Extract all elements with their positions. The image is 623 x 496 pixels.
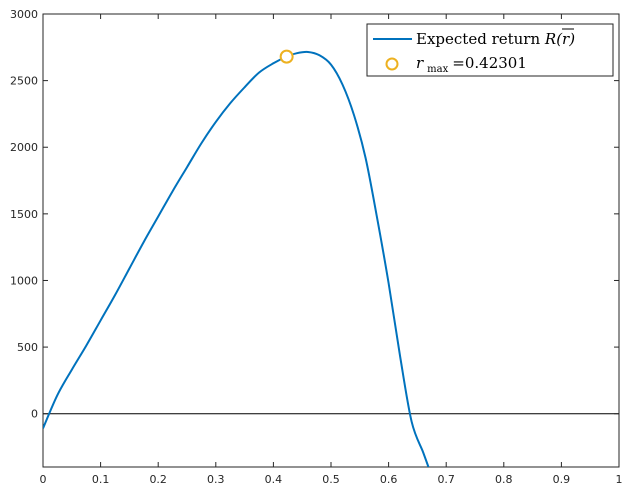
y-tick-label: 500 [17,341,38,354]
legend-entry-rmax-subscript: max [427,64,448,75]
y-tick-label: 0 [31,408,38,421]
legend: Expected return R(r) r max =0.42301 [366,23,614,77]
legend-entry-expected-return-prefix: Expected return [416,30,545,48]
x-tick-label: 0.4 [265,473,283,486]
x-tick-label: 0.2 [149,473,167,486]
y-tick-label: 1000 [10,274,38,287]
legend-entry-expected-return-math: R(r) [544,30,575,48]
x-tick-label: 1 [616,473,623,486]
rmax-marker-point [279,49,294,64]
x-tick-label: 0.7 [437,473,455,486]
x-tick-label: 0.9 [553,473,571,486]
x-tick-label: 0.5 [322,473,340,486]
legend-entry-rmax: r max =0.42301 [416,54,527,76]
y-tick-label: 2500 [10,75,38,88]
x-tick-label: 0.1 [92,473,110,486]
x-tick-label: 0.8 [495,473,513,486]
legend-entry-expected-return: Expected return R(r) [416,30,575,48]
x-tick-label: 0.3 [207,473,225,486]
legend-entry-rmax-value: =0.42301 [452,54,527,72]
y-tick-label: 3000 [10,8,38,21]
legend-entry-rmax-base: r [416,54,424,72]
legend-marker-swatch [385,57,399,71]
y-tick-label: 2000 [10,141,38,154]
x-tick-label: 0 [40,473,47,486]
y-tick-label: 1500 [10,208,38,221]
plot-area [42,13,620,468]
legend-box [366,23,614,77]
expected-return-series-line [43,50,430,467]
x-tick-label: 0.6 [380,473,398,486]
